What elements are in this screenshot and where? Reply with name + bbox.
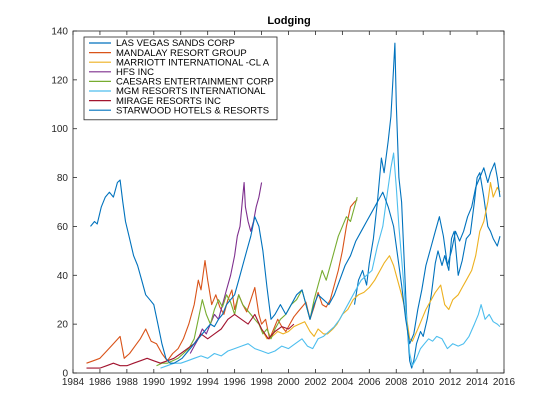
x-tick-label: 1992: [170, 377, 193, 388]
x-tick-label: 2006: [358, 377, 381, 388]
plot-area: 1984 1986 1988 1990 1992 1994 1996 1998 2000 2002…: [51, 27, 515, 389]
x-tick-label: 1988: [116, 377, 139, 388]
x-tick-label: 2008: [385, 377, 408, 388]
x-tick-label: 2000: [277, 377, 300, 388]
y-tick-label: 40: [57, 271, 69, 282]
series-line-0: [353, 42, 501, 369]
legend-label-3: HFS INC: [116, 67, 154, 78]
x-tick-label: 1990: [143, 377, 166, 388]
series-line-1: [86, 199, 358, 364]
chart-title: Lodging: [267, 15, 310, 27]
series-line-5: [160, 152, 501, 369]
x-tick-label: 1986: [89, 377, 112, 388]
x-tick-label: 1984: [62, 377, 85, 388]
legend-label-4: CAESARS ENTERTAINMENT CORP: [116, 77, 274, 88]
x-tick-label: 1994: [197, 377, 220, 388]
x-tick-label: 2016: [493, 377, 516, 388]
x-tick-label: 2012: [439, 377, 462, 388]
y-tick-label: 140: [51, 27, 68, 38]
legend-label-5: MGM RESORTS INTERNATIONAL: [116, 86, 266, 97]
series-line-3: [189, 181, 263, 354]
series-line-6: [86, 313, 295, 369]
y-tick-label: 20: [57, 320, 69, 331]
x-tick-label: 2004: [331, 377, 354, 388]
y-tick-label: 120: [51, 75, 68, 86]
legend-label-0: LAS VEGAS SANDS CORP: [116, 38, 235, 49]
y-tick-label: 100: [51, 124, 68, 135]
legend-label-7: STARWOOD HOTELS & RESORTS: [116, 105, 269, 116]
y-tick-label: 60: [57, 222, 69, 233]
x-tick-label: 1996: [224, 377, 247, 388]
legend-label-2: MARRIOTT INTERNATIONAL -CL A: [116, 57, 270, 68]
x-tick-label: 2014: [466, 377, 489, 388]
x-tick-label: 1998: [250, 377, 273, 388]
x-tick-label: 2010: [412, 377, 435, 388]
series-line-7: [90, 162, 501, 364]
legend-box: [83, 36, 278, 121]
series-line-2: [261, 181, 501, 342]
x-tick-label: 2002: [304, 377, 327, 388]
legend-label-6: MIRAGE RESORTS INC: [116, 96, 221, 107]
legend-label-1: MANDALAY RESORT GROUP: [116, 48, 247, 59]
y-tick-label: 0: [62, 369, 68, 380]
y-tick-label: 80: [57, 173, 69, 184]
